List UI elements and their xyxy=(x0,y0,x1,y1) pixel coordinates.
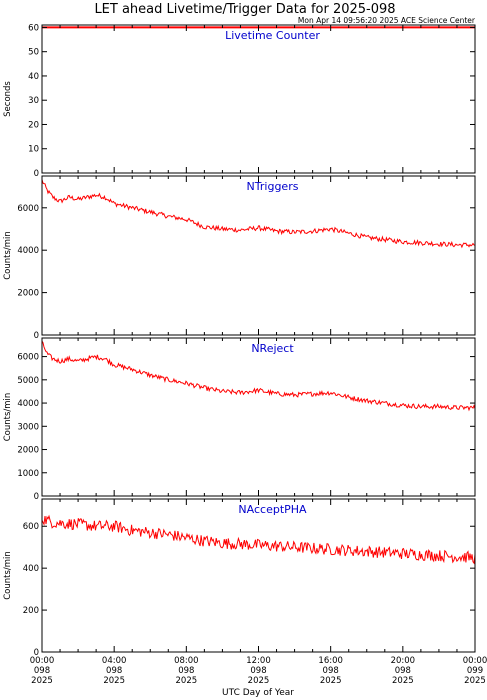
chart-title: LET ahead Livetime/Trigger Data for 2025… xyxy=(94,2,395,17)
y-tick-label: 2000 xyxy=(17,446,39,456)
series-line xyxy=(41,179,476,249)
panel-title: NTriggers xyxy=(247,180,299,193)
y-tick-label: 400 xyxy=(23,564,39,574)
y-tick-label: 2000 xyxy=(17,289,39,299)
y-tick-label: 6000 xyxy=(17,204,39,214)
y-tick-label: 20 xyxy=(28,120,39,130)
x-tick-label: 098 xyxy=(250,666,266,676)
y-tick-label: 3000 xyxy=(17,422,39,432)
x-tick-label: 16:00 xyxy=(318,656,343,666)
panel-title: NReject xyxy=(251,342,294,355)
x-tick-label: 2025 xyxy=(248,676,270,686)
y-tick-label: 0 xyxy=(34,331,39,341)
y-axis-label: Counts/min xyxy=(3,231,13,280)
x-tick-label: 04:00 xyxy=(102,656,127,666)
y-tick-label: 60 xyxy=(28,23,39,33)
x-tick-label: 20:00 xyxy=(391,656,416,666)
y-tick-label: 6000 xyxy=(17,353,39,363)
y-axis-label: Counts/min xyxy=(3,551,13,600)
x-tick-label: 2025 xyxy=(103,676,125,686)
x-tick-label: 098 xyxy=(106,666,122,676)
x-tick-label: 099 xyxy=(467,666,483,676)
x-tick-label: 2025 xyxy=(392,676,414,686)
y-axis-label: Seconds xyxy=(3,81,13,117)
y-tick-label: 30 xyxy=(28,96,39,106)
x-tick-label: 098 xyxy=(323,666,339,676)
panel-title: NAcceptPHA xyxy=(238,503,307,516)
x-tick-label: 098 xyxy=(178,666,194,676)
panel-title: Livetime Counter xyxy=(225,29,320,42)
plot-frame xyxy=(41,337,476,497)
panel-4: 0 200 400 600 Counts/min NAcceptPHA xyxy=(3,498,476,658)
panels: 0 10 20 30 40 50 60 Seconds Livetime Counter 0 200… xyxy=(3,23,487,686)
panel-1: 0 10 20 30 40 50 60 Seconds Livetime Counter xyxy=(3,23,476,179)
series-line xyxy=(41,514,476,565)
plot-frame xyxy=(41,24,476,174)
y-tick-label: 10 xyxy=(28,145,39,155)
y-tick-label: 4000 xyxy=(17,399,39,409)
y-tick-label: 1000 xyxy=(17,469,39,479)
x-tick-label: 2025 xyxy=(176,676,198,686)
y-axis-label: Counts/min xyxy=(3,393,13,442)
y-tick-label: 40 xyxy=(28,72,39,82)
y-tick-label: 50 xyxy=(28,48,39,58)
y-tick-label: 0 xyxy=(34,492,39,502)
y-tick-label: 0 xyxy=(34,169,39,179)
y-tick-label: 200 xyxy=(23,606,39,616)
series-line xyxy=(41,340,476,412)
y-tick-label: 0 xyxy=(34,648,39,658)
x-tick-label: 098 xyxy=(395,666,411,676)
x-tick-label: 098 xyxy=(34,666,50,676)
timestamp: Mon Apr 14 09:56:20 2025 ACE Science Cen… xyxy=(298,16,476,25)
x-tick-label: 00:00 xyxy=(463,656,487,666)
x-tick-label: 2025 xyxy=(320,676,342,686)
x-tick-label: 12:00 xyxy=(246,656,271,666)
x-tick-label: 00:00 xyxy=(30,656,55,666)
panel-3: 0 1000 2000 3000 4000 5000 6000 Counts/min NReje… xyxy=(3,337,476,502)
y-tick-label: 600 xyxy=(23,522,39,532)
x-tick-label: 08:00 xyxy=(174,656,199,666)
x-tick-label: 2025 xyxy=(31,676,53,686)
panel-2: 0 2000 4000 6000 Counts/min NTriggers xyxy=(3,175,476,341)
x-tick-label: 2025 xyxy=(464,676,486,686)
y-tick-label: 5000 xyxy=(17,376,39,386)
x-axis-label: UTC Day of Year xyxy=(222,688,294,698)
y-tick-label: 4000 xyxy=(17,246,39,256)
x-tick-labels: 00:00098202504:00098202508:00098202512:0… xyxy=(30,656,487,686)
